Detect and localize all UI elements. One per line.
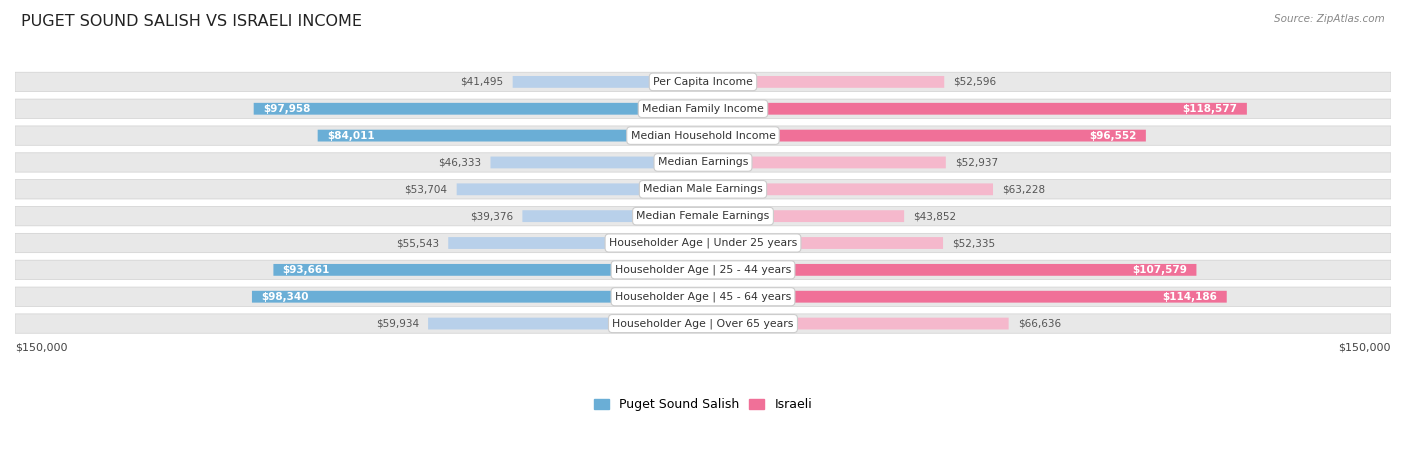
- Text: $150,000: $150,000: [1339, 343, 1391, 353]
- Text: Median Male Earnings: Median Male Earnings: [643, 184, 763, 194]
- FancyBboxPatch shape: [15, 180, 1391, 199]
- Text: $55,543: $55,543: [396, 238, 439, 248]
- Text: Per Capita Income: Per Capita Income: [652, 77, 754, 87]
- Text: $66,636: $66,636: [1018, 318, 1062, 329]
- FancyBboxPatch shape: [15, 99, 1391, 119]
- FancyBboxPatch shape: [15, 287, 1391, 306]
- FancyBboxPatch shape: [703, 237, 943, 249]
- FancyBboxPatch shape: [523, 210, 703, 222]
- Text: $52,335: $52,335: [952, 238, 995, 248]
- Text: $46,333: $46,333: [439, 157, 481, 168]
- FancyBboxPatch shape: [703, 318, 1008, 330]
- Text: $39,376: $39,376: [470, 211, 513, 221]
- Legend: Puget Sound Salish, Israeli: Puget Sound Salish, Israeli: [589, 393, 817, 416]
- FancyBboxPatch shape: [15, 206, 1391, 226]
- FancyBboxPatch shape: [273, 264, 703, 276]
- Text: $150,000: $150,000: [15, 343, 67, 353]
- Text: $59,934: $59,934: [375, 318, 419, 329]
- Text: $41,495: $41,495: [460, 77, 503, 87]
- FancyBboxPatch shape: [15, 126, 1391, 145]
- Text: $84,011: $84,011: [326, 131, 374, 141]
- FancyBboxPatch shape: [513, 76, 703, 88]
- FancyBboxPatch shape: [703, 156, 946, 169]
- FancyBboxPatch shape: [318, 130, 703, 142]
- Text: Median Female Earnings: Median Female Earnings: [637, 211, 769, 221]
- Text: Householder Age | Under 25 years: Householder Age | Under 25 years: [609, 238, 797, 248]
- Text: Median Earnings: Median Earnings: [658, 157, 748, 168]
- FancyBboxPatch shape: [703, 76, 945, 88]
- Text: $118,577: $118,577: [1182, 104, 1237, 114]
- FancyBboxPatch shape: [703, 264, 1197, 276]
- Text: Householder Age | Over 65 years: Householder Age | Over 65 years: [612, 318, 794, 329]
- Text: Householder Age | 25 - 44 years: Householder Age | 25 - 44 years: [614, 265, 792, 275]
- Text: $52,596: $52,596: [953, 77, 997, 87]
- FancyBboxPatch shape: [253, 103, 703, 115]
- Text: $53,704: $53,704: [405, 184, 447, 194]
- Text: PUGET SOUND SALISH VS ISRAELI INCOME: PUGET SOUND SALISH VS ISRAELI INCOME: [21, 14, 363, 29]
- FancyBboxPatch shape: [491, 156, 703, 169]
- FancyBboxPatch shape: [15, 153, 1391, 172]
- Text: $93,661: $93,661: [283, 265, 330, 275]
- FancyBboxPatch shape: [457, 184, 703, 195]
- Text: $52,937: $52,937: [955, 157, 998, 168]
- FancyBboxPatch shape: [15, 314, 1391, 333]
- Text: $107,579: $107,579: [1132, 265, 1187, 275]
- FancyBboxPatch shape: [703, 103, 1247, 115]
- FancyBboxPatch shape: [15, 260, 1391, 280]
- Text: Householder Age | 45 - 64 years: Householder Age | 45 - 64 years: [614, 291, 792, 302]
- FancyBboxPatch shape: [449, 237, 703, 249]
- FancyBboxPatch shape: [252, 291, 703, 303]
- FancyBboxPatch shape: [703, 210, 904, 222]
- Text: Source: ZipAtlas.com: Source: ZipAtlas.com: [1274, 14, 1385, 24]
- Text: $63,228: $63,228: [1002, 184, 1045, 194]
- FancyBboxPatch shape: [703, 184, 993, 195]
- Text: $97,958: $97,958: [263, 104, 311, 114]
- Text: $43,852: $43,852: [914, 211, 956, 221]
- FancyBboxPatch shape: [15, 72, 1391, 92]
- FancyBboxPatch shape: [703, 130, 1146, 142]
- Text: Median Family Income: Median Family Income: [643, 104, 763, 114]
- FancyBboxPatch shape: [15, 234, 1391, 253]
- FancyBboxPatch shape: [427, 318, 703, 330]
- Text: $96,552: $96,552: [1090, 131, 1136, 141]
- FancyBboxPatch shape: [703, 291, 1226, 303]
- Text: Median Household Income: Median Household Income: [630, 131, 776, 141]
- Text: $114,186: $114,186: [1163, 292, 1218, 302]
- Text: $98,340: $98,340: [262, 292, 309, 302]
